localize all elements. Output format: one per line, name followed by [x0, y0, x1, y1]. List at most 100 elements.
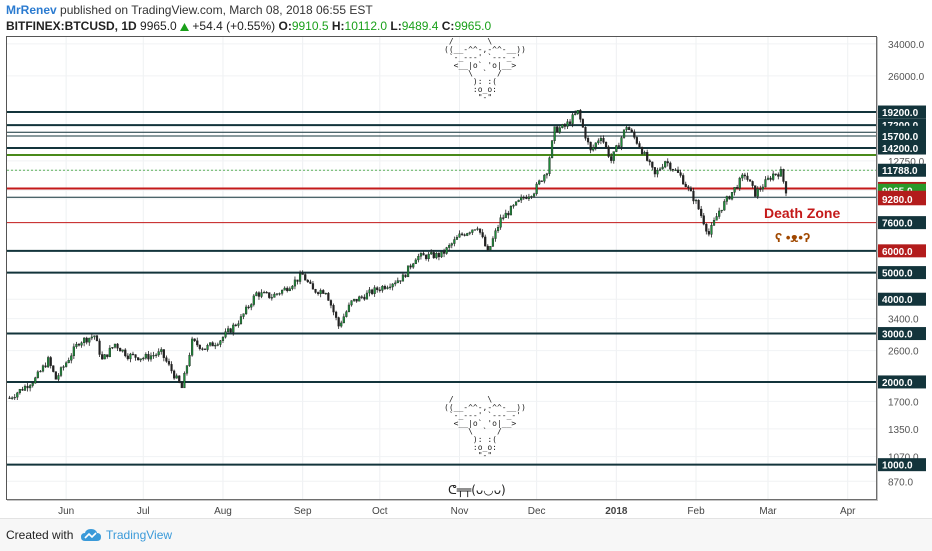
candle-down — [193, 338, 196, 341]
candle-down — [751, 181, 754, 186]
candle-up — [57, 375, 60, 380]
candle-down — [85, 337, 88, 343]
candle-down — [684, 183, 687, 187]
candle-down — [98, 340, 101, 355]
candle-up — [291, 285, 294, 289]
candle-down — [759, 188, 762, 190]
candle-up — [88, 337, 91, 343]
price-label-text: 3000.0 — [882, 330, 913, 341]
candle-up — [345, 311, 348, 317]
candle-up — [476, 228, 479, 230]
candle-down — [630, 129, 633, 133]
author-name[interactable]: MrRenev — [6, 3, 57, 17]
candle-down — [49, 357, 52, 366]
candle-up — [738, 177, 741, 189]
candle-up — [772, 173, 775, 180]
candle-down — [77, 343, 81, 346]
y-tick-label: 2600.0 — [888, 347, 919, 358]
candle-down — [651, 161, 654, 168]
candle-down — [301, 273, 304, 275]
candle-up — [219, 340, 222, 345]
candle-up — [324, 292, 327, 295]
candle-up — [31, 382, 34, 386]
candle-down — [304, 274, 307, 281]
candle-up — [756, 188, 759, 197]
candle-up — [391, 283, 394, 288]
y-tick-label: 1700.0 — [888, 397, 919, 408]
candle-down — [170, 364, 173, 372]
candle-down — [540, 180, 543, 182]
tradingview-cloud-icon[interactable] — [80, 527, 102, 543]
candle-up — [473, 229, 477, 231]
candle-down — [777, 174, 780, 177]
candle-down — [610, 156, 613, 161]
candle-up — [394, 282, 397, 285]
price-chart[interactable]: 870.0 1070.0 1350.0 1700.0 2600.0 3400.0 12750… — [0, 0, 932, 518]
candle-down — [257, 292, 261, 297]
candle-down — [44, 365, 47, 368]
candle-up — [576, 110, 579, 114]
candle-up — [450, 243, 453, 246]
candle-down — [646, 151, 649, 161]
candle-up — [358, 296, 361, 302]
candle-up — [293, 279, 297, 287]
last-price: 9965.0 — [140, 19, 177, 33]
candle-down — [196, 340, 199, 346]
high-label: H: — [331, 19, 345, 33]
candle-down — [399, 280, 402, 282]
candle-down — [633, 131, 636, 138]
candle-up — [661, 166, 664, 170]
candle-up — [468, 232, 471, 234]
candle-down — [707, 231, 710, 235]
candle-up — [445, 247, 448, 254]
price-label-text: 9280.0 — [882, 195, 913, 206]
candle-up — [597, 140, 600, 144]
candle-down — [679, 172, 682, 176]
candle-up — [273, 293, 276, 298]
candle-up — [129, 353, 132, 360]
candle-up — [741, 174, 744, 179]
candle-down — [640, 147, 644, 155]
candle-up — [155, 354, 158, 356]
candle-up — [160, 349, 163, 352]
candle-down — [198, 344, 201, 349]
candle-up — [298, 273, 302, 282]
candle-up — [350, 300, 353, 306]
candle-down — [604, 142, 608, 148]
candle-up — [620, 137, 623, 147]
candle-down — [522, 197, 525, 199]
candle-up — [227, 328, 230, 332]
candle-up — [188, 355, 191, 366]
candle-up — [144, 353, 147, 359]
y-tick-label: 3400.0 — [888, 315, 919, 326]
candle-up — [414, 259, 417, 265]
price-label-text: 15700.0 — [882, 132, 919, 143]
candle-up — [458, 233, 461, 238]
candle-up — [90, 336, 93, 339]
candle-down — [705, 223, 708, 232]
candle-down — [173, 370, 176, 379]
candle-down — [363, 296, 366, 300]
y-tick-label: 12750.0 — [888, 157, 925, 168]
candle-up — [733, 187, 736, 193]
candle-down — [507, 212, 510, 216]
candle-down — [322, 290, 325, 294]
candle-up — [491, 238, 495, 247]
candle-up — [47, 357, 50, 368]
candle-up — [157, 351, 160, 356]
candle-down — [607, 146, 610, 157]
candle-down — [728, 196, 731, 200]
candle-up — [625, 127, 628, 130]
candle-up — [514, 201, 518, 206]
candle-down — [54, 371, 57, 380]
candle-up — [280, 289, 284, 294]
candle-up — [263, 292, 266, 294]
candle-up — [260, 292, 263, 297]
candle-down — [782, 169, 785, 182]
candle-down — [234, 324, 237, 326]
shrug-annotation: ᕦ╤╤(ᴗ◡ᴗ) — [448, 483, 506, 497]
chart-plot-area[interactable] — [6, 36, 877, 500]
tradingview-brand-link[interactable]: TradingView — [106, 528, 173, 542]
candle-down — [653, 167, 656, 175]
candle-up — [455, 237, 459, 240]
